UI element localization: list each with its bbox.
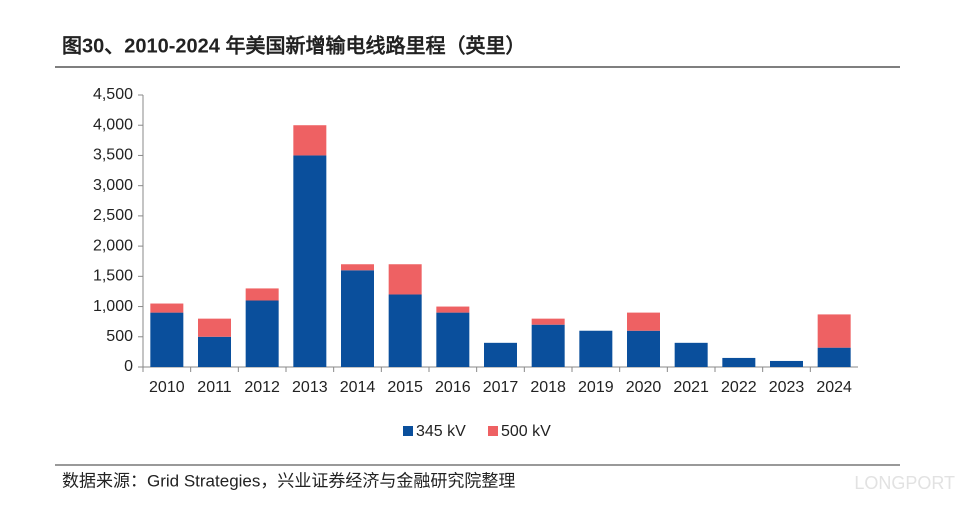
bar <box>293 155 327 367</box>
bar <box>484 342 517 367</box>
x-tick-label: 2011 <box>197 379 232 396</box>
y-tick-label: 500 <box>106 328 133 345</box>
bar <box>674 342 708 367</box>
legend-label: 500 kV <box>501 423 551 440</box>
legend-swatch <box>488 426 498 436</box>
x-tick-label: 2021 <box>673 379 709 396</box>
bar <box>245 300 279 367</box>
source-note: 数据来源：Grid Strategies，兴业证券经济与金融研究院整理 <box>62 471 515 490</box>
bar <box>436 312 470 367</box>
bar <box>198 318 231 337</box>
y-tick-label: 2,500 <box>93 207 133 224</box>
bar <box>436 306 470 313</box>
x-tick-label: 2015 <box>387 379 423 396</box>
bar <box>198 336 231 367</box>
bar <box>531 318 565 325</box>
x-tick-label: 2024 <box>816 379 852 396</box>
bar <box>531 324 565 367</box>
bar <box>817 314 851 348</box>
bar <box>627 312 660 331</box>
x-tick-label: 2017 <box>483 379 519 396</box>
y-tick-label: 1,000 <box>93 298 133 315</box>
y-tick-label: 4,000 <box>93 116 133 133</box>
chart-title: 图30、2010-2024 年美国新增输电线路里程（英里） <box>62 33 525 57</box>
y-tick-label: 2,000 <box>93 237 133 254</box>
x-tick-label: 2016 <box>435 379 471 396</box>
y-tick-label: 1,500 <box>93 268 133 285</box>
x-tick-label: 2013 <box>292 379 328 396</box>
bar <box>150 312 184 367</box>
bar <box>341 270 374 367</box>
y-tick-label: 3,500 <box>93 147 133 164</box>
bar <box>770 360 803 367</box>
x-tick-label: 2020 <box>626 379 662 396</box>
legend-swatch <box>403 426 413 436</box>
bar <box>579 330 613 367</box>
x-tick-label: 2018 <box>530 379 566 396</box>
x-tick-label: 2019 <box>578 379 614 396</box>
bar <box>341 264 374 271</box>
y-tick-label: 0 <box>124 358 133 375</box>
bar <box>627 330 660 367</box>
x-tick-label: 2014 <box>340 379 376 396</box>
bar <box>388 264 422 295</box>
bar <box>722 357 756 367</box>
legend-label: 345 kV <box>416 423 466 440</box>
watermark: LONGPORT <box>854 473 955 493</box>
x-tick-label: 2012 <box>244 379 280 396</box>
y-tick-label: 4,500 <box>93 86 133 103</box>
x-tick-label: 2023 <box>769 379 805 396</box>
x-tick-label: 2022 <box>721 379 757 396</box>
x-tick-label: 2010 <box>149 379 185 396</box>
bar <box>150 303 184 313</box>
y-tick-label: 3,000 <box>93 177 133 194</box>
bar <box>293 125 327 156</box>
bar <box>245 288 279 301</box>
bar <box>388 294 422 367</box>
bar <box>817 347 851 367</box>
